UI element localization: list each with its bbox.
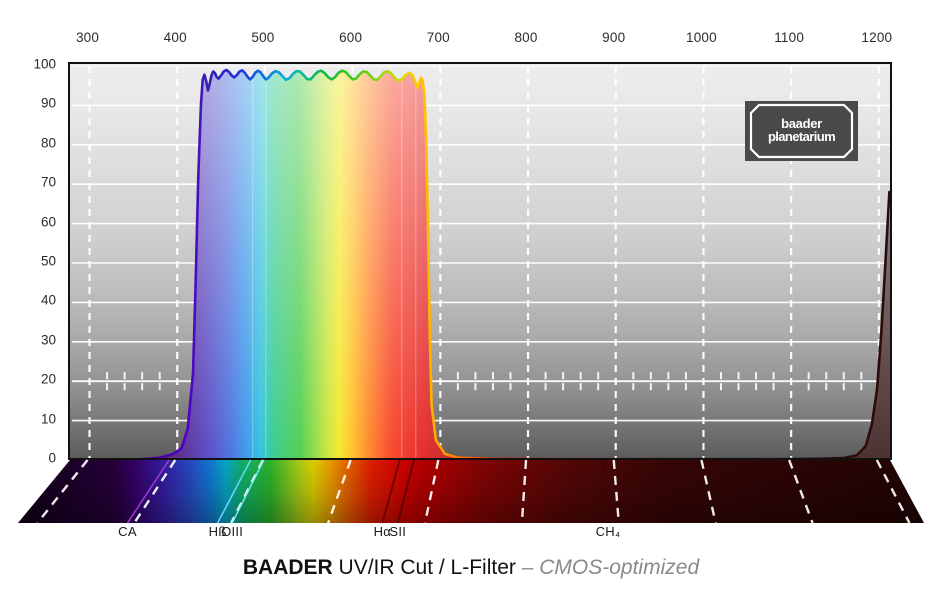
logo-line2: planetarium <box>768 129 835 144</box>
y-tick-label-30: 30 <box>40 332 56 348</box>
emission-line-Hα <box>381 459 401 524</box>
title-product: UV/IR Cut / L-Filter <box>332 556 522 579</box>
y-tick-label-60: 60 <box>40 214 56 230</box>
transmission-curve <box>139 68 890 458</box>
emission-line-CH₄ <box>603 459 609 524</box>
plot-area <box>68 62 892 460</box>
logo-line1: baader <box>781 116 822 131</box>
emission-label-CA: CA <box>118 524 137 539</box>
emission-label-OIII: OIII <box>221 524 244 539</box>
y-axis-tick-labels: 100 90 80 70 60 50 40 30 20 10 0 <box>0 0 68 594</box>
emission-line-Hß <box>216 459 252 524</box>
y-tick-label-20: 20 <box>40 371 56 387</box>
y-tick-label-90: 90 <box>40 95 56 111</box>
x-tick-label-800: 800 <box>514 30 538 45</box>
emission-line-labels: CA Hß OIII Hα SII CH₄ <box>0 524 942 544</box>
title-brand: BAADER <box>242 556 333 579</box>
x-tick-label-500: 500 <box>251 30 275 45</box>
x-tick-label-600: 600 <box>339 30 363 45</box>
title-suffix: – CMOS-optimized <box>521 556 700 579</box>
spectrum-base-slab <box>0 455 942 540</box>
emission-line-OIII <box>231 459 265 524</box>
x-tick-label-1200: 1200 <box>861 30 893 45</box>
x-tick-label-300: 300 <box>75 30 100 45</box>
y-tick-label-70: 70 <box>40 174 56 190</box>
chart-title: BAADER UV/IR Cut / L-Filter – CMOS-optim… <box>0 556 942 580</box>
y-tick-label-50: 50 <box>40 253 56 269</box>
x-tick-label-1100: 1100 <box>774 30 805 45</box>
emission-label-CH₄: CH₄ <box>595 524 621 539</box>
y-tick-label-0: 0 <box>48 450 56 466</box>
transmission-curve-svg <box>72 66 890 458</box>
y-tick-label-10: 10 <box>40 411 56 427</box>
x-axis-tick-labels: 300 400 500 600 700 800 900 1000 1100 1200 <box>0 30 942 50</box>
logo-frame-icon <box>749 103 854 159</box>
baader-planetarium-logo: baader planetarium <box>745 101 858 161</box>
x-tick-label-1000: 1000 <box>686 30 717 45</box>
emission-label-Hα: Hα <box>373 524 392 539</box>
emission-label-Hß: Hß <box>208 524 227 539</box>
emission-line-CA <box>126 459 170 524</box>
x-tick-label-700: 700 <box>426 30 450 45</box>
x-tick-label-900: 900 <box>602 30 626 45</box>
emission-label-SII: SII <box>389 524 407 539</box>
x-tick-label-400: 400 <box>163 30 187 45</box>
emission-line-SII <box>397 459 415 524</box>
y-tick-label-80: 80 <box>40 135 56 151</box>
y-tick-label-40: 40 <box>40 292 56 308</box>
y-tick-label-100: 100 <box>33 56 56 72</box>
